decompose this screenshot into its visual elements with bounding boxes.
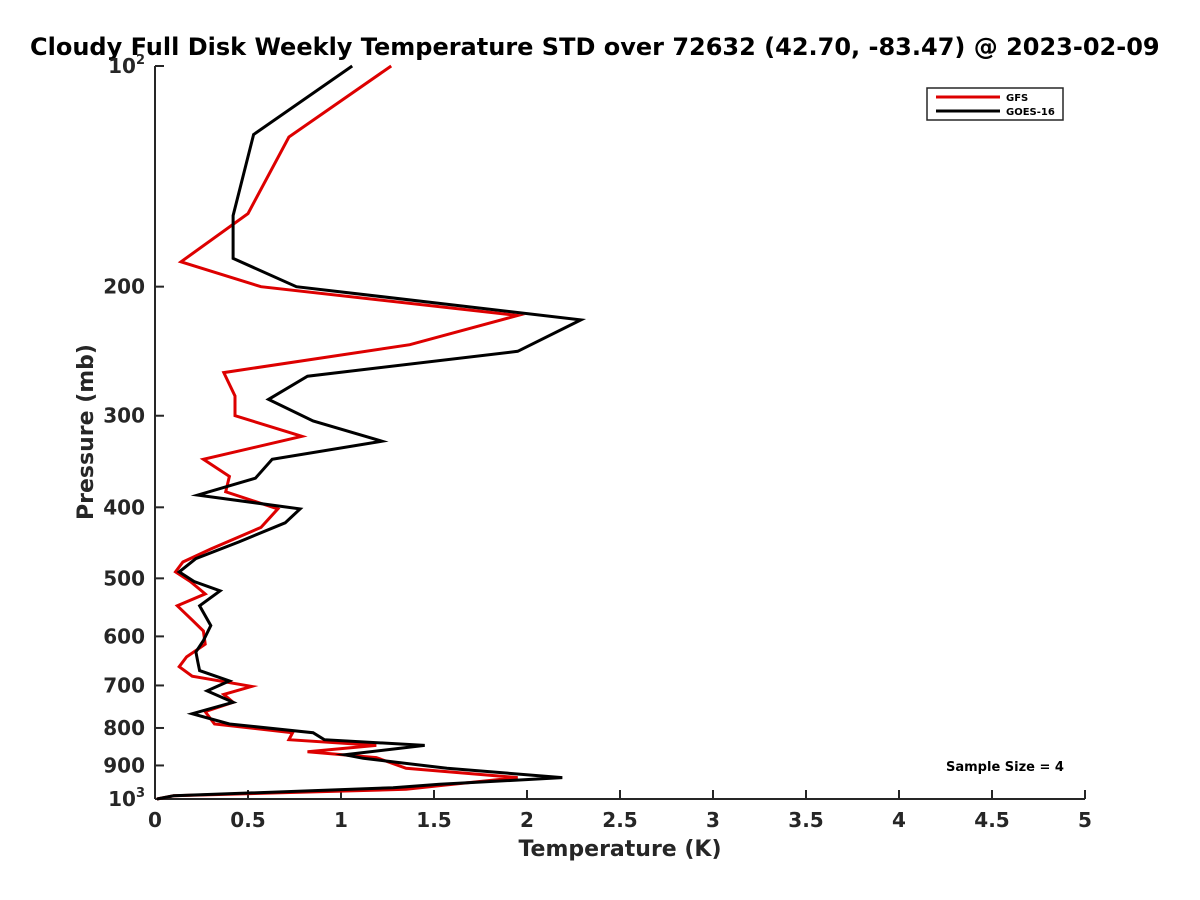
chart-title: Cloudy Full Disk Weekly Temperature STD … (30, 33, 1160, 61)
series-line-goes-16 (156, 64, 587, 801)
y-tick-label: 300 (103, 404, 145, 428)
y-tick-label-base: 10 (108, 787, 136, 811)
y-tick-label: 600 (103, 624, 145, 648)
x-tick-label: 3 (706, 808, 720, 832)
y-tick-label-exponent: 3 (136, 786, 145, 801)
legend: GFS GOES-16 (926, 87, 1064, 121)
y-tick-label: 700 (103, 673, 145, 697)
x-axis-label: Temperature (K) (518, 837, 721, 862)
x-tick-label: 4.5 (974, 808, 1009, 832)
x-tick-label: 1 (334, 808, 348, 832)
x-tick-label: 5 (1078, 808, 1092, 832)
y-tick-label: 103 (108, 786, 145, 811)
y-axis-label: Pressure (mb) (74, 344, 99, 520)
y-tick-label-base: 10 (108, 54, 136, 78)
series-layer (156, 64, 587, 801)
x-tick-label: 0.5 (230, 808, 265, 832)
series-line-gfs (156, 64, 526, 801)
y-tick-label: 400 (103, 495, 145, 519)
x-tick-label: 3.5 (788, 808, 823, 832)
x-tick-label: 0 (148, 808, 162, 832)
x-axis-ticks: 0 0.5 1 1.5 2 2.5 3 3.5 4 4.5 5 (148, 790, 1092, 832)
y-tick-label-exponent: 2 (136, 53, 145, 68)
legend-items: GFS GOES-16 (936, 93, 1055, 118)
y-tick-label: 900 (103, 753, 145, 777)
x-tick-label: 2 (520, 808, 534, 832)
x-tick-label: 2.5 (602, 808, 637, 832)
y-tick-label: 102 (108, 53, 145, 78)
y-tick-label: 800 (103, 716, 145, 740)
legend-box (926, 87, 1064, 121)
y-tick-label: 500 (103, 566, 145, 590)
legend-entry-label: GOES-16 (1006, 107, 1055, 118)
y-tick-label: 200 (103, 275, 145, 299)
sample-size-annotation: Sample Size = 4 (946, 760, 1064, 775)
legend-entry-label: GFS (1006, 93, 1028, 104)
x-tick-label: 1.5 (416, 808, 451, 832)
x-tick-label: 4 (892, 808, 906, 832)
